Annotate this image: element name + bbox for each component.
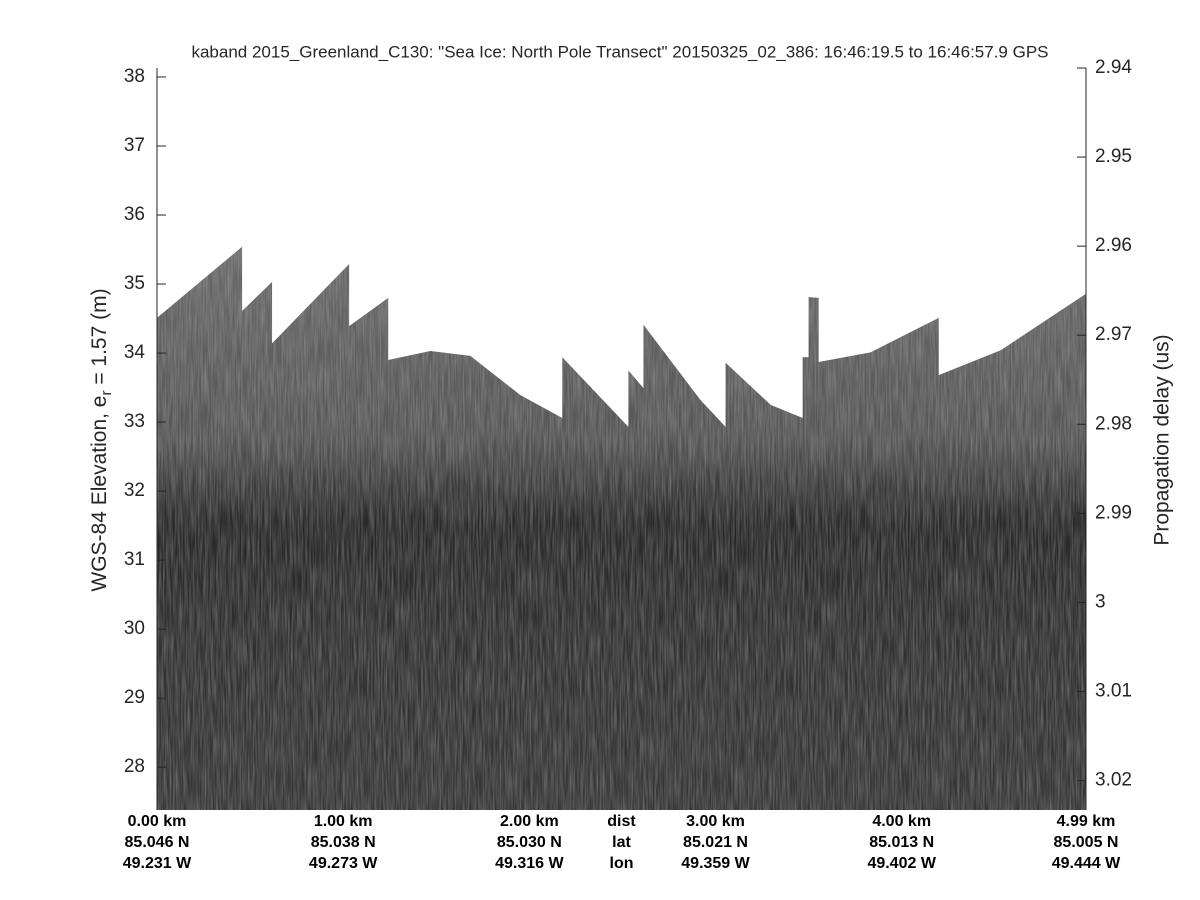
lat-label: 85.030 N [497,834,562,851]
y2-tick-label: 2.98 [1095,413,1132,434]
x-tick-label: 0.00 km [128,813,187,830]
y2-tick-label: 2.99 [1095,502,1132,523]
x-tick-label: 1.00 km [314,813,373,830]
y2-tick-label: 2.94 [1095,57,1132,78]
lat-label: 85.005 N [1054,834,1119,851]
y-tick-label: 36 [124,204,145,225]
y-tick-label: 33 [124,411,145,432]
y2-axis-label: Propagation delay (us) [1151,334,1174,545]
echogram-noise [157,246,1086,810]
lon-label: 49.359 W [681,855,750,872]
row-label: lat [612,834,631,851]
y2-tick-label: 3 [1095,591,1106,612]
y-tick-label: 35 [124,273,145,294]
lon-label: 49.402 W [867,855,936,872]
y-label-end: = 1.57 (m) [88,288,111,390]
y-tick-label: 30 [124,618,145,639]
y2-tick-label: 3.02 [1095,770,1132,791]
lat-label: 85.038 N [311,834,376,851]
row-label: lon [610,855,634,872]
y-tick-label: 31 [124,549,145,570]
y2-tick-label: 2.96 [1095,235,1132,256]
y2-tick-label: 2.95 [1095,146,1132,167]
lat-label: 85.013 N [869,834,934,851]
x-tick-label: 4.00 km [872,813,931,830]
row-label: dist [607,813,636,830]
x-tick-label: 4.99 km [1057,813,1116,830]
x-tick-label: 3.00 km [686,813,745,830]
y-tick-label: 34 [124,342,146,363]
y-tick-label: 38 [124,66,145,87]
y-label-main: WGS-84 Elevation, e [88,396,111,592]
y-tick-label: 29 [124,687,145,708]
lon-label: 49.316 W [495,855,564,872]
lon-label: 49.273 W [309,855,378,872]
plot-area [157,246,1086,810]
y-tick-label: 32 [124,480,145,501]
y-label-sub: r [98,391,115,396]
chart-title: kaband 2015_Greenland_C130: "Sea Ice: No… [191,42,1048,61]
y2-tick-label: 3.01 [1095,681,1132,702]
lat-label: 85.046 N [125,834,190,851]
lat-label: 85.021 N [683,834,748,851]
lon-label: 49.444 W [1052,855,1121,872]
x-tick-label: 2.00 km [500,813,559,830]
y2-tick-label: 2.97 [1095,324,1132,345]
y-axis-label: WGS-84 Elevation, er = 1.57 (m) [88,288,115,591]
y-tick-label: 37 [124,135,145,156]
lon-label: 49.231 W [123,855,192,872]
y-tick-label: 28 [124,756,145,777]
